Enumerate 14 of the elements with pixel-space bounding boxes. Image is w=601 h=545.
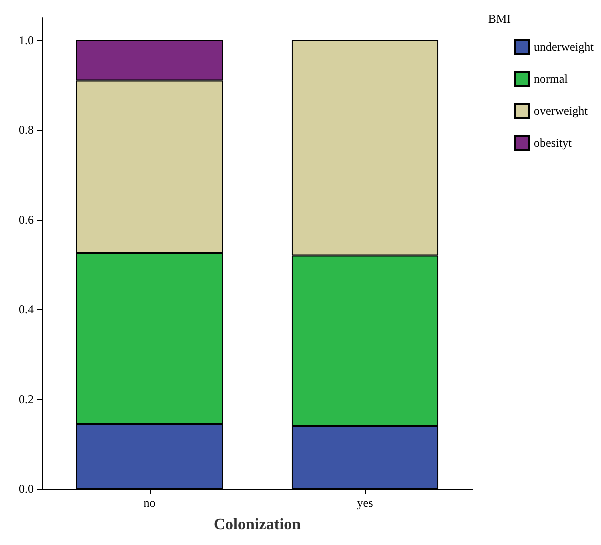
- y-tick-label: 0.8: [19, 123, 34, 138]
- y-tick-label: 0.6: [19, 212, 34, 227]
- y-tick-label: 0.4: [19, 302, 34, 317]
- legend-title: BMI: [488, 12, 512, 26]
- y-tick-label: 0.0: [19, 482, 34, 496]
- legend-label: overweight: [534, 104, 589, 118]
- legend-label: obesityt: [534, 136, 573, 150]
- x-axis-title: Colonization: [214, 516, 302, 534]
- legend-label: underweight: [534, 40, 595, 54]
- x-tick-label: yes: [357, 496, 374, 510]
- x-tick-label: no: [144, 496, 156, 510]
- y-tick-label: 1.0: [19, 33, 34, 48]
- y-tick-label: 0.2: [19, 392, 34, 406]
- legend-label: normal: [534, 72, 569, 86]
